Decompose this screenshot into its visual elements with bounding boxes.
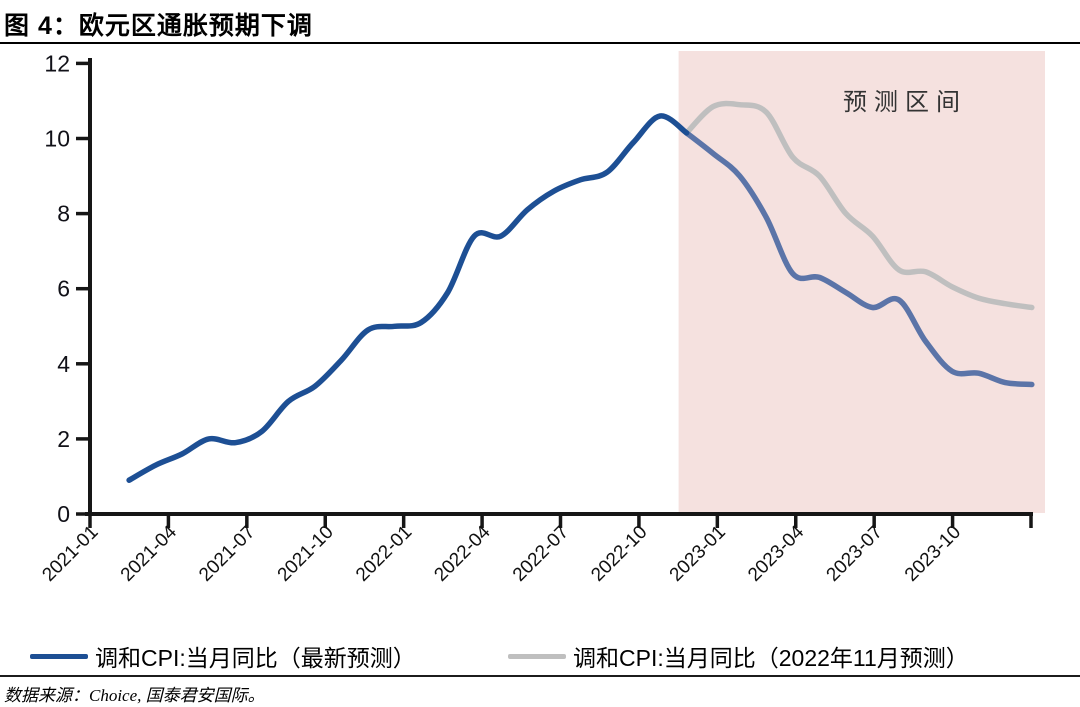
legend-label-latest-forecast: 调和CPI:当月同比（最新预测） xyxy=(95,645,416,671)
x-tick-label: 2022-01 xyxy=(352,522,416,586)
x-tick-label: 2022-04 xyxy=(430,521,494,585)
legend-swatch-nov2022-forecast xyxy=(508,653,566,659)
y-tick-label: 0 xyxy=(57,501,70,527)
series-line-actual xyxy=(126,113,690,483)
y-tick-label: 10 xyxy=(44,126,70,152)
footer-divider xyxy=(0,675,1080,677)
series-line-latest-forecast-segment xyxy=(683,130,1035,388)
x-tick-label: 2022-07 xyxy=(509,522,573,586)
x-tick-label: 2021-04 xyxy=(117,521,181,585)
forecast-region xyxy=(678,51,1045,513)
legend-item-latest-forecast: 调和CPI:当月同比（最新预测） xyxy=(30,641,416,671)
data-source-note: 数据来源：Choice, 国泰君安国际。 xyxy=(4,686,265,705)
legend-label-nov2022-forecast: 调和CPI:当月同比（2022年11月预测） xyxy=(573,645,969,671)
legend-swatch-latest-forecast xyxy=(30,653,88,659)
y-tick-label: 8 xyxy=(57,201,70,227)
x-tick-label: 2021-01 xyxy=(38,522,102,586)
title-divider xyxy=(0,42,1080,44)
x-tick-label: 2023-07 xyxy=(823,522,887,586)
figure-title: 图 4：欧元区通胀预期下调 xyxy=(4,12,313,40)
series-line-nov2022-forecast xyxy=(683,100,1035,311)
x-tick-label: 2021-07 xyxy=(195,522,259,586)
y-tick-label: 4 xyxy=(57,351,70,377)
y-tick-label: 12 xyxy=(44,50,70,76)
y-tick-label: 6 xyxy=(57,276,70,302)
legend-item-nov2022-forecast: 调和CPI:当月同比（2022年11月预测） xyxy=(508,641,969,671)
x-tick-label: 2022-10 xyxy=(587,522,651,586)
y-tick-label: 2 xyxy=(57,426,70,452)
x-tick-label: 2021-10 xyxy=(274,522,338,586)
forecast-region-label: 预测区间 xyxy=(843,89,967,116)
x-tick-label: 2023-01 xyxy=(666,522,730,586)
x-tick-label: 2023-10 xyxy=(901,522,965,586)
x-tick-label: 2023-04 xyxy=(744,521,808,585)
